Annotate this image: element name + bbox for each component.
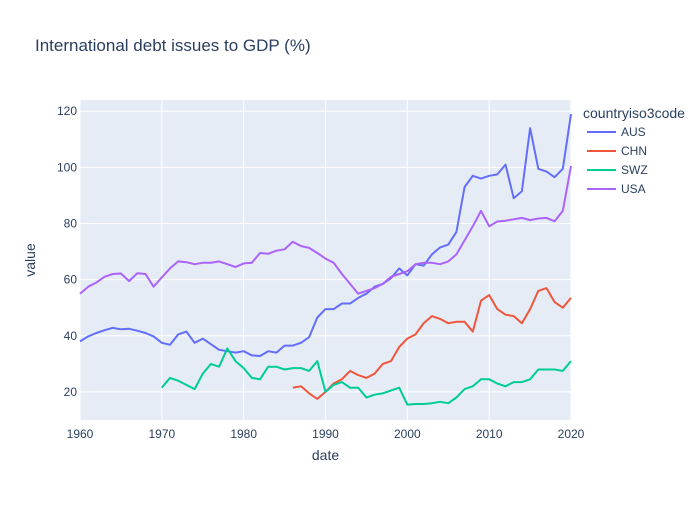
y-tick-label: 120 — [57, 104, 77, 118]
y-tick-label: 20 — [64, 385, 78, 399]
x-tick-label: 1970 — [148, 427, 175, 441]
legend-label: USA — [621, 182, 646, 196]
axis-tick-labels: 1960 1970 1980 1990 2000 2010 2020204060801001… — [57, 104, 585, 441]
x-tick-label: 1960 — [67, 427, 94, 441]
x-tick-label: 2000 — [394, 427, 421, 441]
legend-label: CHN — [621, 144, 647, 158]
series-line-chn — [292, 287, 572, 400]
legend-label: SWZ — [621, 163, 648, 177]
legend-item-aus[interactable]: AUS — [587, 125, 646, 139]
legend[interactable]: AUS CHN SWZ USA — [587, 125, 648, 196]
legend-label: AUS — [621, 125, 646, 139]
x-tick-label: 1990 — [312, 427, 339, 441]
legend-item-chn[interactable]: CHN — [587, 144, 647, 158]
x-axis-title: date — [312, 447, 339, 463]
series-line-aus — [79, 113, 572, 357]
legend-title: countryiso3code — [583, 105, 685, 121]
y-tick-label: 40 — [64, 329, 78, 343]
x-tick-label: 2010 — [476, 427, 503, 441]
y-tick-label: 100 — [57, 160, 77, 174]
legend-item-swz[interactable]: SWZ — [587, 163, 648, 177]
y-tick-label: 60 — [64, 273, 78, 287]
legend-item-usa[interactable]: USA — [587, 182, 646, 196]
y-axis-title: value — [22, 243, 38, 277]
series-line-swz — [161, 347, 572, 406]
chart-title: International debt issues to GDP (%) — [35, 36, 311, 55]
y-tick-label: 80 — [64, 217, 78, 231]
series-line-usa — [79, 165, 572, 295]
x-tick-label: 1980 — [230, 427, 257, 441]
x-tick-label: 2020 — [558, 427, 585, 441]
series-lines — [79, 113, 572, 406]
